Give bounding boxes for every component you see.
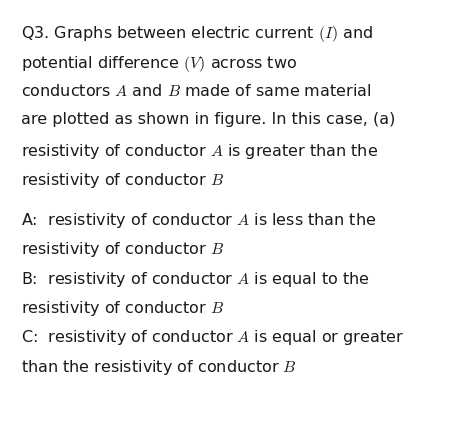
- Text: Q3. Graphs between electric current $(I)$ and: Q3. Graphs between electric current $(I)…: [21, 24, 374, 44]
- Text: resistivity of conductor $\mathit{B}$: resistivity of conductor $\mathit{B}$: [21, 171, 224, 190]
- Text: C:  resistivity of conductor $\mathit{A}$ is equal or greater: C: resistivity of conductor $\mathit{A}$…: [21, 328, 404, 346]
- Text: conductors $\mathit{A}$ and $\mathit{B}$ made of same material: conductors $\mathit{A}$ and $\mathit{B}$…: [21, 83, 372, 99]
- Text: than the resistivity of conductor $\mathit{B}$: than the resistivity of conductor $\math…: [21, 357, 297, 376]
- Text: potential difference $(V)$ across two: potential difference $(V)$ across two: [21, 53, 297, 74]
- Text: resistivity of conductor $\mathit{B}$: resistivity of conductor $\mathit{B}$: [21, 240, 224, 258]
- Text: A:  resistivity of conductor $\mathit{A}$ is less than the: A: resistivity of conductor $\mathit{A}$…: [21, 210, 377, 229]
- Text: resistivity of conductor $\mathit{A}$ is greater than the: resistivity of conductor $\mathit{A}$ is…: [21, 141, 378, 160]
- Text: B:  resistivity of conductor $\mathit{A}$ is equal to the: B: resistivity of conductor $\mathit{A}$…: [21, 269, 370, 288]
- Text: are plotted as shown in figure. In this case, (a): are plotted as shown in figure. In this …: [21, 112, 396, 127]
- Text: resistivity of conductor $\mathit{B}$: resistivity of conductor $\mathit{B}$: [21, 298, 224, 317]
